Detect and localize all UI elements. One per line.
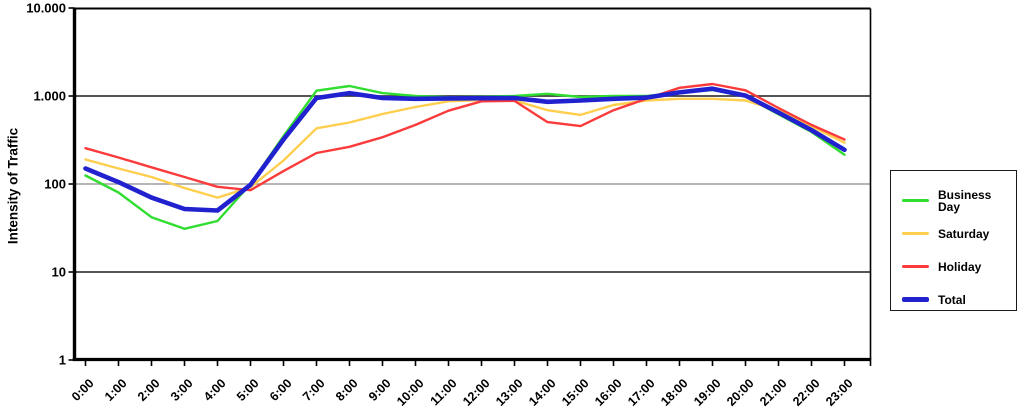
y-tick-label: 1 <box>59 353 66 368</box>
y-tick-label: 1.000 <box>33 89 66 104</box>
series-line-saturday <box>84 97 846 199</box>
x-tick-label: 2:00 <box>135 376 163 404</box>
x-tick-label: 11:00 <box>428 376 460 408</box>
x-tick-label: 3:00 <box>168 376 196 404</box>
total-line-sample <box>902 297 929 302</box>
y-tick-label: 10 <box>52 265 66 280</box>
legend-label: Total <box>938 292 966 307</box>
y-tick-label: 10.000 <box>26 1 66 16</box>
legend-item: Total <box>891 283 1016 316</box>
x-tick-label: 20:00 <box>724 376 757 409</box>
x-tick-label: 1:00 <box>102 376 130 404</box>
x-tick-label: 16:00 <box>592 376 625 409</box>
legend: Business Day Saturday Holiday Total <box>890 170 1017 311</box>
x-tick-label: 22:00 <box>790 376 823 409</box>
x-tick-label: 17:00 <box>625 376 658 409</box>
legend-label: Saturday <box>938 226 990 241</box>
x-tick-label: 8:00 <box>333 376 361 404</box>
legend-label: Business Day <box>938 187 992 214</box>
x-tick-label: 9:00 <box>366 376 394 404</box>
x-tick-label: 13:00 <box>493 376 526 409</box>
x-tick-label: 21:00 <box>757 376 790 409</box>
holiday-line-sample <box>902 265 929 268</box>
x-tick-label: 6:00 <box>267 376 295 404</box>
legend-item: Holiday <box>891 250 1016 283</box>
x-tick-label: 15:00 <box>559 376 592 409</box>
x-tick-label: 18:00 <box>658 376 691 409</box>
x-tick-label: 0:00 <box>69 376 97 404</box>
x-tick-label: 10:00 <box>394 376 427 409</box>
x-tick-label: 19:00 <box>691 376 724 409</box>
x-tick-label: 4:00 <box>201 376 229 404</box>
saturday-line-sample <box>902 232 929 235</box>
x-tick-label: 14:00 <box>526 376 559 409</box>
series-line-total <box>83 86 847 213</box>
x-tick-label: 12:00 <box>460 376 493 409</box>
business-day-line-sample <box>902 199 929 202</box>
series-line-holiday <box>84 82 846 192</box>
x-tick-label: 7:00 <box>300 376 328 404</box>
legend-item: Saturday <box>891 217 1016 250</box>
legend-item: Business Day <box>891 184 1016 217</box>
y-tick-label: 100 <box>44 177 66 192</box>
x-tick-label: 5:00 <box>234 376 262 404</box>
x-tick-label: 23:00 <box>823 376 856 409</box>
legend-label: Holiday <box>938 259 982 274</box>
